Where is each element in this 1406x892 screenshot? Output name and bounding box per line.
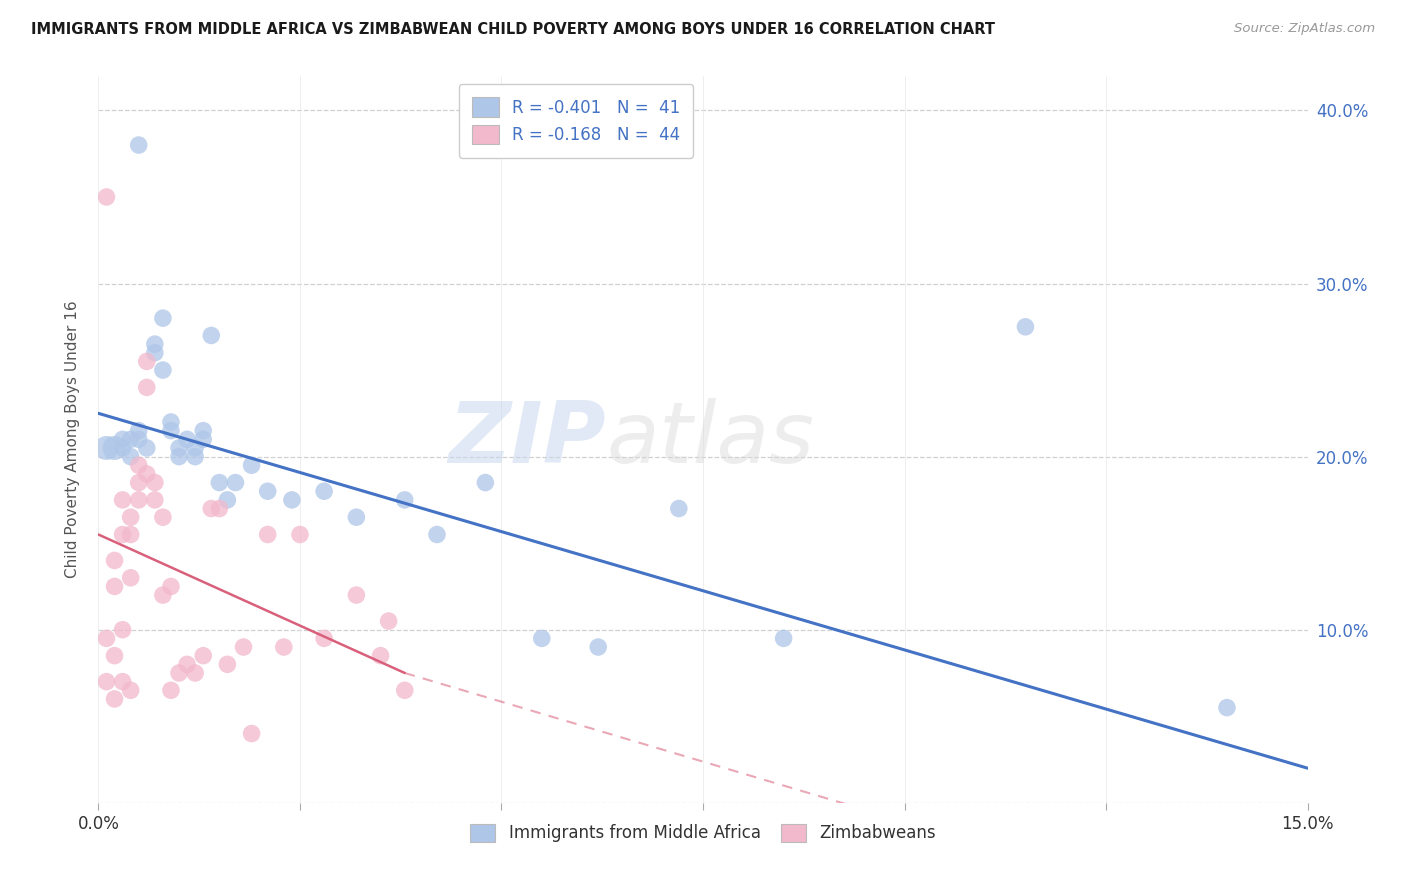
Point (128, 138, 150, 153)
Point (128, 432, 150, 446)
Point (128, 458, 150, 473)
Point (314, 484, 336, 499)
Point (200, 328, 222, 343)
Point (344, 510, 367, 524)
Point (135, 467, 157, 481)
Point (152, 588, 174, 602)
Point (256, 484, 278, 499)
Point (120, 683, 142, 698)
Point (184, 665, 207, 680)
Point (167, 441, 190, 455)
Point (128, 424, 150, 438)
Point (426, 527, 449, 541)
Point (1216, 700, 1239, 714)
Point (143, 337, 166, 351)
Text: ZIP: ZIP (449, 398, 606, 481)
Point (281, 492, 304, 507)
Point (668, 501, 690, 516)
Point (530, 632, 553, 646)
Point (240, 458, 263, 473)
Point (96, 441, 118, 455)
Text: atlas: atlas (606, 398, 814, 481)
Point (273, 640, 295, 654)
Point (160, 424, 183, 438)
Point (120, 527, 142, 541)
Point (152, 363, 174, 377)
Point (128, 475, 150, 490)
Point (184, 441, 207, 455)
Point (586, 640, 609, 654)
Point (120, 510, 142, 524)
Point (120, 450, 142, 464)
Point (96, 632, 118, 646)
Point (217, 492, 239, 507)
Point (208, 475, 231, 490)
Point (120, 432, 142, 446)
Point (176, 657, 198, 672)
Point (160, 579, 183, 593)
Point (200, 501, 222, 516)
Point (256, 527, 278, 541)
Point (240, 726, 263, 740)
Point (288, 527, 311, 541)
Point (128, 492, 150, 507)
Point (193, 648, 215, 663)
Point (135, 354, 157, 368)
Point (160, 415, 183, 429)
Point (474, 475, 496, 490)
Point (96, 190, 118, 204)
Point (103, 692, 125, 706)
Point (772, 632, 794, 646)
Point (224, 475, 246, 490)
Point (184, 450, 207, 464)
Point (1014, 319, 1036, 334)
Point (193, 424, 215, 438)
Text: Source: ZipAtlas.com: Source: ZipAtlas.com (1234, 22, 1375, 36)
Legend: Immigrants from Middle Africa, Zimbabweans: Immigrants from Middle Africa, Zimbabwea… (464, 817, 942, 849)
Point (217, 657, 239, 672)
Point (103, 579, 125, 593)
Point (135, 380, 157, 394)
Point (160, 683, 183, 698)
Point (394, 683, 416, 698)
Point (120, 571, 142, 585)
Point (111, 441, 134, 455)
Point (314, 632, 336, 646)
Point (152, 311, 174, 326)
Point (152, 510, 174, 524)
Point (103, 553, 125, 567)
Point (103, 648, 125, 663)
Point (111, 623, 134, 637)
Point (167, 450, 190, 464)
Point (111, 492, 134, 507)
Text: IMMIGRANTS FROM MIDDLE AFRICA VS ZIMBABWEAN CHILD POVERTY AMONG BOYS UNDER 16 CO: IMMIGRANTS FROM MIDDLE AFRICA VS ZIMBABW… (31, 22, 995, 37)
Point (111, 674, 134, 689)
Point (167, 665, 190, 680)
Point (135, 441, 157, 455)
Point (143, 345, 166, 359)
Point (111, 527, 134, 541)
Point (394, 492, 416, 507)
Point (103, 441, 125, 455)
Point (370, 648, 392, 663)
Point (208, 501, 231, 516)
Point (143, 492, 166, 507)
Point (176, 432, 198, 446)
Point (377, 614, 399, 628)
Point (193, 432, 215, 446)
Point (143, 475, 166, 490)
Point (232, 640, 254, 654)
Y-axis label: Child Poverty Among Boys Under 16: Child Poverty Among Boys Under 16 (65, 301, 80, 578)
Point (111, 432, 134, 446)
Point (96, 674, 118, 689)
Point (344, 588, 367, 602)
